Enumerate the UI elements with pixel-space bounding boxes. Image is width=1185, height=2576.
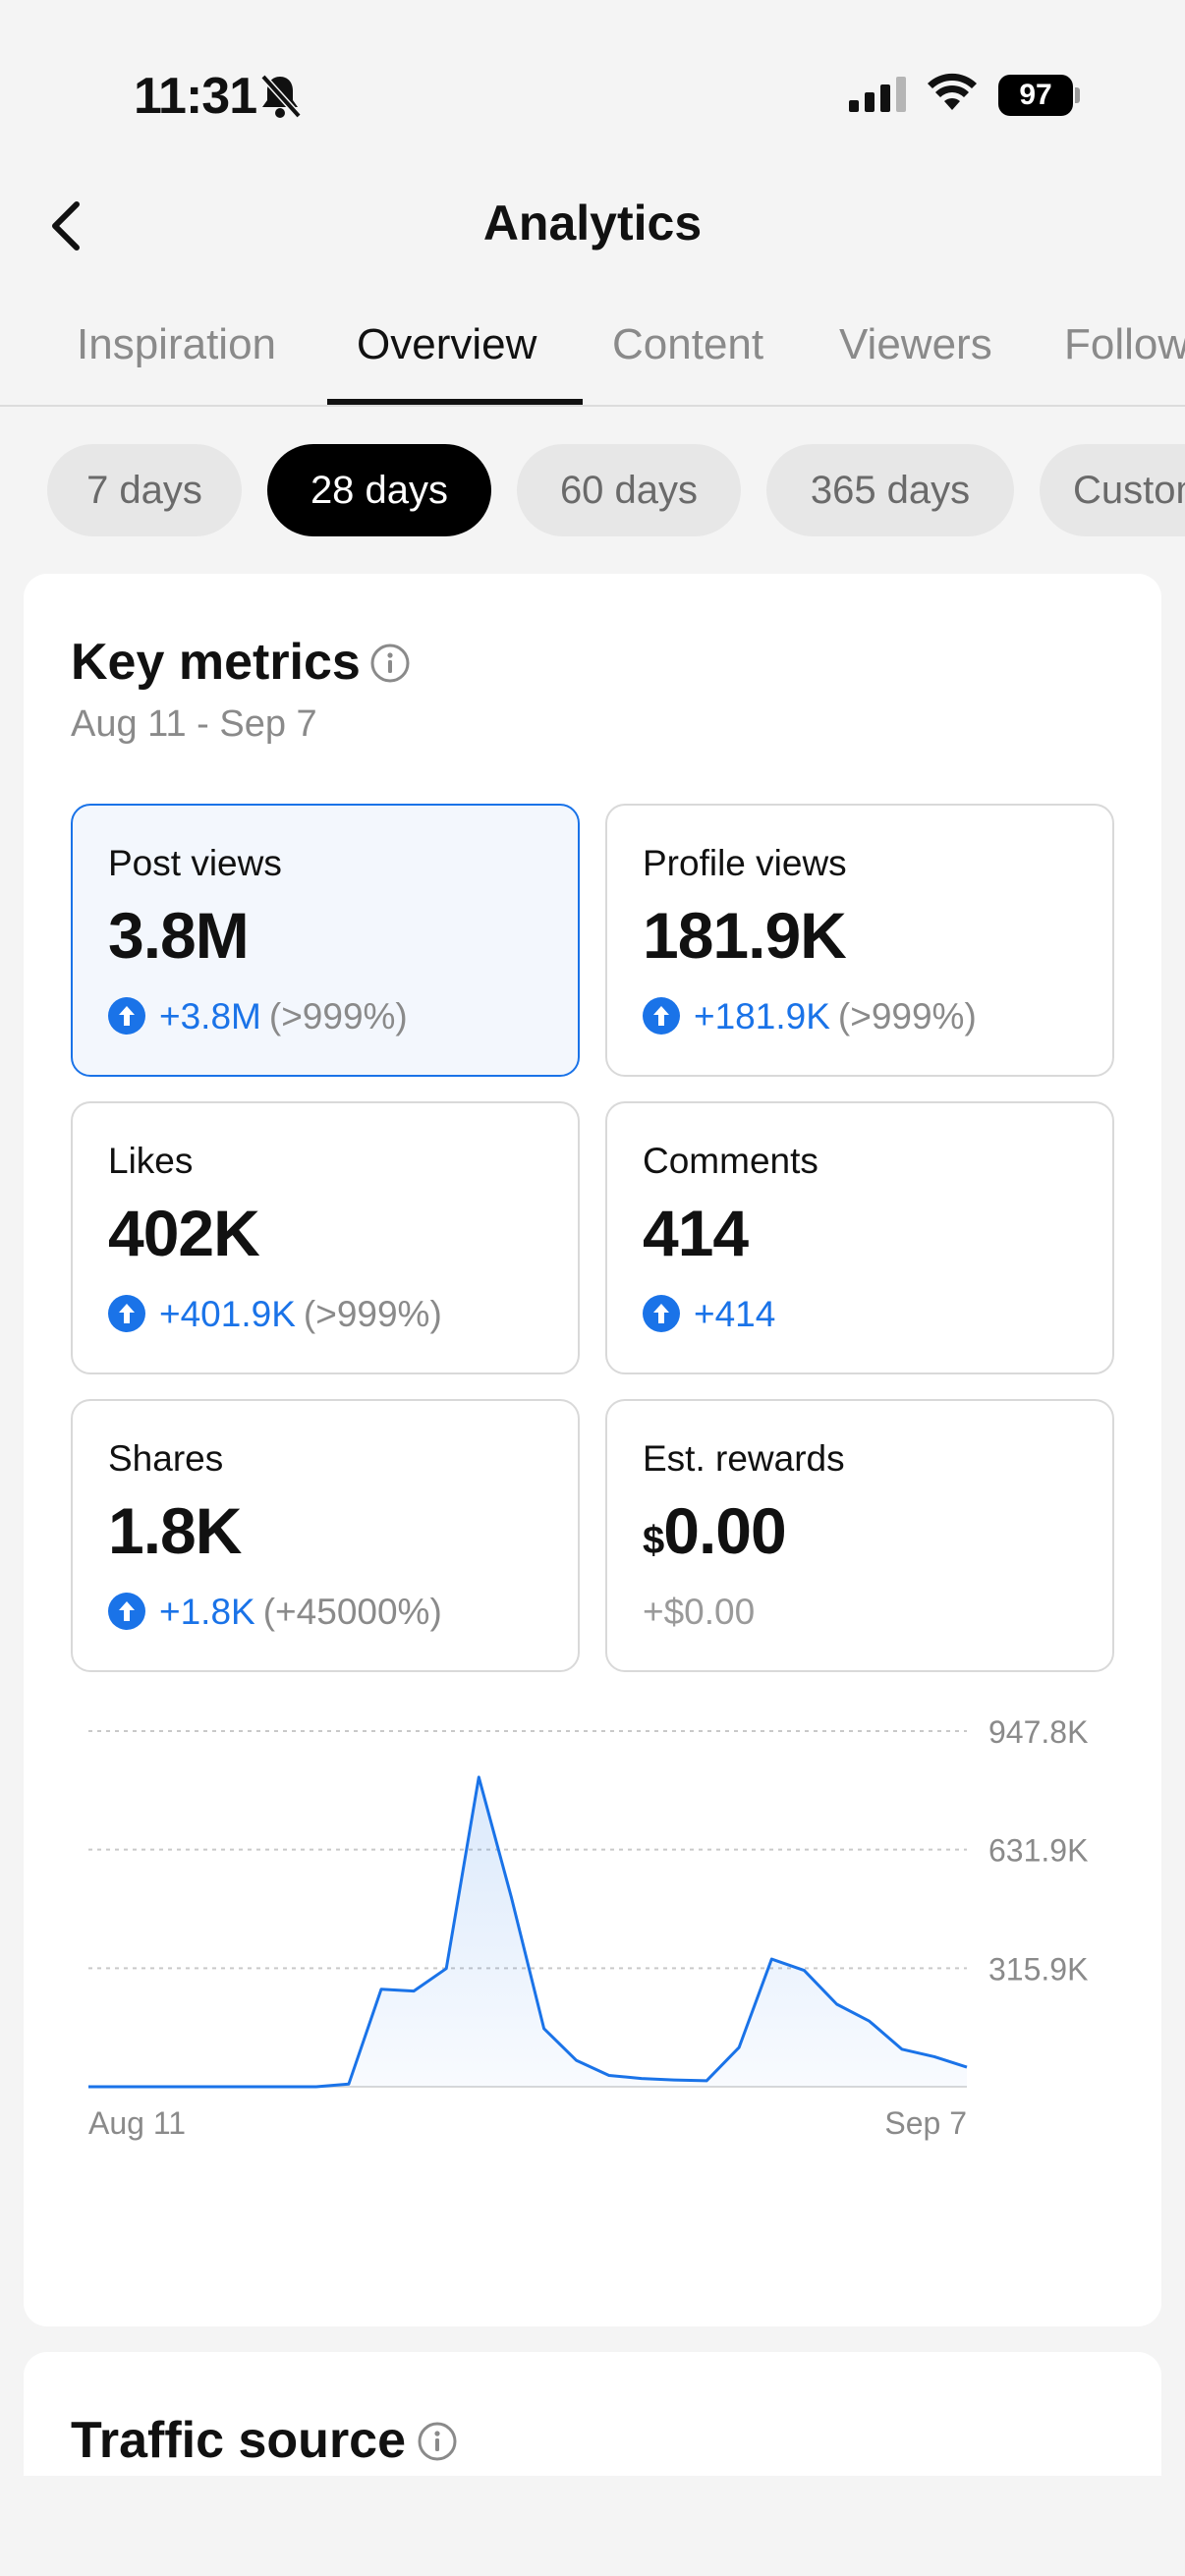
battery-body xyxy=(998,75,1073,116)
metric-value: 3.8M xyxy=(108,899,250,972)
range-7-days[interactable]: 7 days xyxy=(47,444,242,536)
tab-inspiration[interactable]: Inspiration xyxy=(77,320,277,368)
metric-change: +3.8M (>999%) xyxy=(108,996,408,1037)
key-metrics-card: Key metrics Aug 11 - Sep 7 Post views 3.… xyxy=(24,574,1161,2326)
back-arrow-icon[interactable] xyxy=(43,196,92,255)
metric-value: 402K xyxy=(108,1197,260,1269)
arrow-up-circle-icon xyxy=(108,1593,145,1631)
metric-label: Post views xyxy=(108,843,282,883)
metric-card-profile-views[interactable]: Profile views 181.9K +181.9K (>999%) xyxy=(605,804,1114,1077)
page-title: Analytics xyxy=(482,196,703,251)
bottom-area xyxy=(0,2476,1185,2576)
date-range-label: Aug 11 - Sep 7 xyxy=(71,703,317,745)
range-365-days[interactable]: 365 days xyxy=(766,444,1014,536)
range-28-days[interactable]: 28 days xyxy=(267,444,491,536)
metric-change: +$0.00 xyxy=(643,1592,755,1633)
date-range-selector: 7 days 28 days 60 days 365 days Custom xyxy=(0,444,1185,538)
post-views-chart: 947.8K 631.9K 315.9K Aug 11 Sep 7 xyxy=(88,1714,1088,2141)
status-time: 11:31 xyxy=(134,68,257,125)
metric-change-percent: (>999%) xyxy=(268,996,408,1036)
traffic-source-title: Traffic source xyxy=(71,2412,407,2469)
key-metrics-title: Key metrics xyxy=(71,634,361,691)
y-tick-label: 947.8K xyxy=(988,1714,1088,1750)
metric-value: 181.9K xyxy=(643,899,847,972)
metric-change-value: +3.8M xyxy=(159,996,261,1036)
metric-change-value: +181.9K xyxy=(694,996,830,1036)
battery-indicator: 97 xyxy=(998,75,1081,116)
metric-change-percent: (>999%) xyxy=(303,1294,442,1334)
metric-change: +414 xyxy=(643,1294,775,1335)
bell-muted-icon xyxy=(260,74,302,119)
metric-label: Comments xyxy=(643,1141,818,1181)
info-icon[interactable] xyxy=(417,2421,458,2462)
metric-change-value: +401.9K xyxy=(159,1294,296,1334)
cellular-signal-icon xyxy=(849,77,906,112)
metric-card-likes[interactable]: Likes 402K +401.9K (>999%) xyxy=(71,1101,580,1374)
metric-value: $0.00 xyxy=(643,1493,787,1568)
arrow-up-circle-icon xyxy=(108,1295,145,1333)
metric-label: Profile views xyxy=(643,843,847,883)
metric-change-percent: (>999%) xyxy=(837,996,977,1036)
active-tab-indicator xyxy=(327,399,583,405)
metric-card-post-views[interactable]: Post views 3.8M +3.8M (>999%) xyxy=(71,804,580,1077)
range-60-days[interactable]: 60 days xyxy=(517,444,741,536)
metric-change: +181.9K (>999%) xyxy=(643,996,977,1037)
metric-card-comments[interactable]: Comments 414 +414 xyxy=(605,1101,1114,1374)
y-tick-label: 315.9K xyxy=(988,1951,1088,1987)
x-tick-label-start: Aug 11 xyxy=(88,2105,186,2141)
x-tick-label-end: Sep 7 xyxy=(884,2105,967,2141)
metric-label: Est. rewards xyxy=(643,1438,845,1479)
metric-change-value: +$0.00 xyxy=(643,1592,756,1632)
battery-cap xyxy=(1075,87,1080,103)
metric-card-shares[interactable]: Shares 1.8K +1.8K (+45000%) xyxy=(71,1399,580,1672)
series-line xyxy=(88,1775,968,2089)
currency-symbol: $ xyxy=(643,1519,664,1562)
metric-value: 1.8K xyxy=(108,1494,242,1567)
metric-change-value: +414 xyxy=(694,1294,776,1334)
info-icon[interactable] xyxy=(369,643,411,684)
arrow-up-circle-icon xyxy=(643,997,680,1036)
metric-change-percent: (+45000%) xyxy=(262,1592,442,1632)
tab-content[interactable]: Content xyxy=(612,320,764,368)
arrow-up-circle-icon xyxy=(108,997,145,1036)
wifi-icon xyxy=(928,73,977,110)
tab-followers[interactable]: Followers xyxy=(1064,320,1185,368)
metric-card-est-rewards[interactable]: Est. rewards $0.00 +$0.00 xyxy=(605,1399,1114,1672)
metric-label: Shares xyxy=(108,1438,224,1479)
tab-overview[interactable]: Overview xyxy=(357,320,537,368)
tab-bar: Inspiration Overview Content Viewers Fol… xyxy=(0,314,1185,407)
arrow-up-circle-icon xyxy=(643,1295,680,1333)
metric-change: +401.9K (>999%) xyxy=(108,1294,442,1335)
metric-change-value: +1.8K xyxy=(159,1592,255,1632)
metric-label: Likes xyxy=(108,1141,194,1181)
metric-value: 414 xyxy=(643,1197,749,1269)
tab-viewers[interactable]: Viewers xyxy=(839,320,992,368)
y-tick-label: 631.9K xyxy=(988,1833,1088,1869)
metric-change: +1.8K (+45000%) xyxy=(108,1592,442,1633)
status-bar: 11:31 97 xyxy=(0,0,1185,187)
battery-level: 97 xyxy=(1019,79,1052,111)
area-fill xyxy=(88,1776,967,2087)
metric-value-number: 0.00 xyxy=(663,1494,786,1567)
range-custom[interactable]: Custom xyxy=(1040,444,1185,536)
